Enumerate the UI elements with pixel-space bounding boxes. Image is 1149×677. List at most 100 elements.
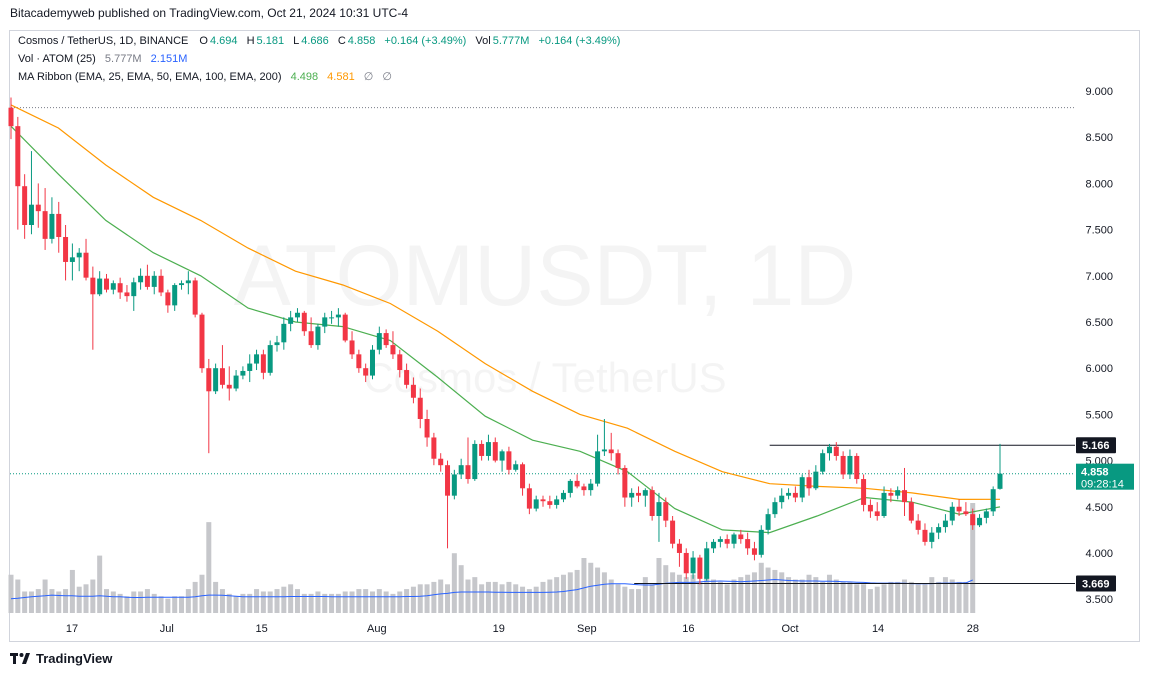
volume-bar bbox=[581, 558, 587, 613]
volume-bar bbox=[601, 572, 607, 613]
volume-bar bbox=[117, 593, 123, 613]
candle bbox=[335, 308, 341, 327]
candle-body bbox=[540, 499, 546, 502]
candle bbox=[670, 516, 676, 549]
volume-bar bbox=[499, 584, 505, 613]
candle-body bbox=[970, 514, 976, 526]
legend-o-label: O bbox=[199, 35, 208, 47]
legend-high: 5.181 bbox=[256, 35, 285, 47]
legend-volume-value: 5.777M bbox=[104, 53, 142, 65]
volume-bar bbox=[404, 589, 410, 613]
candle-body bbox=[260, 354, 266, 373]
candle bbox=[888, 488, 894, 503]
candle-body bbox=[363, 368, 369, 376]
volume-bar bbox=[820, 581, 826, 613]
volume-bar bbox=[751, 572, 757, 613]
volume-bar bbox=[840, 581, 846, 613]
candle bbox=[76, 248, 82, 272]
candle-body bbox=[431, 437, 437, 459]
candle bbox=[881, 486, 887, 518]
volume-bar bbox=[929, 577, 935, 613]
candle bbox=[83, 238, 89, 281]
candle bbox=[240, 366, 246, 380]
volume-bar bbox=[199, 574, 205, 613]
volume-bar bbox=[588, 562, 594, 613]
candle-body bbox=[554, 499, 560, 505]
legend-change-2: +0.164 (+3.49%) bbox=[538, 35, 621, 47]
candle bbox=[274, 335, 280, 352]
volume-bar bbox=[219, 589, 225, 613]
candle bbox=[915, 514, 921, 535]
volume-bar bbox=[670, 572, 676, 613]
candle-body bbox=[745, 539, 751, 549]
candle-body bbox=[199, 314, 205, 369]
volume-bar bbox=[956, 581, 962, 613]
candle-body bbox=[138, 275, 144, 283]
volume-bar bbox=[267, 591, 273, 613]
volume-bar bbox=[192, 581, 198, 613]
candle bbox=[813, 465, 819, 491]
volume-bar bbox=[724, 584, 730, 613]
countdown-timer: 09:28:14 bbox=[1081, 479, 1124, 491]
candle-body bbox=[151, 275, 157, 287]
volume-bar bbox=[288, 584, 294, 613]
volume-bar bbox=[329, 593, 335, 613]
legend-ribbon-label: MA Ribbon (EMA, 25, EMA, 50, EMA, 100, E… bbox=[18, 71, 282, 83]
volume-bar bbox=[315, 591, 321, 613]
candle-body bbox=[281, 323, 287, 343]
price-tick-label: 4.000 bbox=[1085, 548, 1113, 560]
candle-body bbox=[110, 283, 116, 290]
candle-body bbox=[833, 446, 839, 456]
candle bbox=[63, 225, 69, 281]
candle bbox=[636, 486, 642, 503]
candle-body bbox=[206, 368, 212, 392]
candle-body bbox=[758, 529, 764, 555]
candle-body bbox=[915, 520, 921, 530]
candle bbox=[990, 486, 996, 516]
volume-bar bbox=[683, 577, 689, 613]
candle-body bbox=[690, 557, 696, 574]
volume-bar bbox=[301, 593, 307, 613]
ema25-line bbox=[10, 125, 1001, 534]
candle-body bbox=[192, 280, 198, 315]
candle bbox=[97, 271, 103, 297]
candle-body bbox=[963, 511, 969, 515]
candle bbox=[738, 529, 744, 544]
candle bbox=[588, 479, 594, 496]
candle bbox=[567, 479, 573, 498]
volume-bar bbox=[260, 591, 266, 613]
price-tick-label: 7.000 bbox=[1085, 271, 1113, 283]
candle-body bbox=[390, 345, 396, 355]
candle-body bbox=[479, 443, 485, 456]
footer-brand[interactable]: TradingView bbox=[10, 651, 112, 666]
candle bbox=[642, 488, 648, 507]
candle bbox=[322, 312, 328, 334]
candle-body bbox=[622, 467, 628, 498]
candle bbox=[717, 536, 723, 548]
candle bbox=[997, 443, 1003, 490]
volume-bar bbox=[704, 577, 710, 613]
candle bbox=[15, 116, 21, 230]
candle-body bbox=[683, 552, 689, 574]
time-tick-label: 15 bbox=[256, 623, 268, 635]
volume-bar bbox=[663, 565, 669, 613]
price-tick-label: 7.500 bbox=[1085, 225, 1113, 237]
candle-body bbox=[438, 458, 444, 466]
candle-body bbox=[608, 449, 614, 454]
candle-body bbox=[922, 529, 928, 542]
candle-body bbox=[124, 292, 130, 297]
volume-bar bbox=[383, 591, 389, 613]
candle bbox=[786, 488, 792, 500]
candle-body bbox=[267, 345, 273, 373]
volume-bar bbox=[554, 577, 560, 613]
candle-body bbox=[404, 370, 410, 385]
candle-body bbox=[888, 492, 894, 496]
candle-body bbox=[840, 455, 846, 475]
volume-bar bbox=[172, 596, 178, 613]
candle-body bbox=[172, 285, 178, 306]
volume-bar bbox=[772, 569, 778, 613]
time-axis: 17 Jul 15 Aug 19 Sep 16 Oct 14 28 bbox=[66, 623, 979, 635]
candle bbox=[902, 467, 908, 516]
